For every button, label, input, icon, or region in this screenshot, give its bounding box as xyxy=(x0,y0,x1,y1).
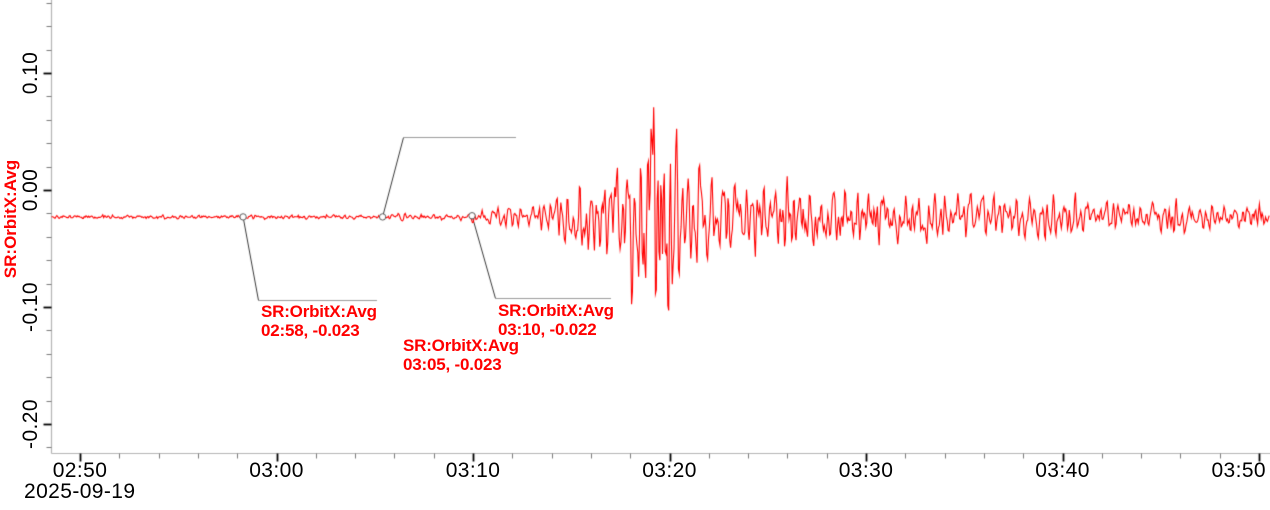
annotation-series-name: SR:OrbitX:Avg xyxy=(403,336,519,355)
y-tick-label: 0.10 xyxy=(19,51,42,95)
y-axis-title: SR:OrbitX:Avg xyxy=(1,159,20,279)
x-tick-label: 03:10 xyxy=(445,459,501,482)
y-tick-label: 0.00 xyxy=(19,168,42,212)
x-tick-label: 03:30 xyxy=(838,459,894,482)
annotation-series-name: SR:OrbitX:Avg xyxy=(498,301,614,320)
annotation-point-value: 02:58, -0.023 xyxy=(261,321,360,340)
annotation-callout: SR:OrbitX:Avg 03:10, -0.022 xyxy=(498,301,614,339)
x-tick-label: 03:50 xyxy=(1211,459,1266,482)
x-tick-label: 03:40 xyxy=(1035,459,1090,482)
annotation-callout: SR:OrbitX:Avg 03:05, -0.023 xyxy=(403,336,519,374)
x-axis-date-label: 2025-09-19 xyxy=(24,480,136,503)
annotation-series-name: SR:OrbitX:Avg xyxy=(261,302,377,321)
annotation-point-value: 03:05, -0.023 xyxy=(403,355,502,374)
annotation-point-value: 03:10, -0.022 xyxy=(498,320,597,339)
x-tick-label: 03:20 xyxy=(642,459,697,482)
y-tick-label: -0.20 xyxy=(19,399,42,449)
y-tick-label: -0.10 xyxy=(19,282,42,332)
annotation-callout: SR:OrbitX:Avg 02:58, -0.023 xyxy=(261,302,377,340)
x-tick-label: 02:50 xyxy=(52,459,108,482)
x-tick-label: 03:00 xyxy=(249,459,304,482)
